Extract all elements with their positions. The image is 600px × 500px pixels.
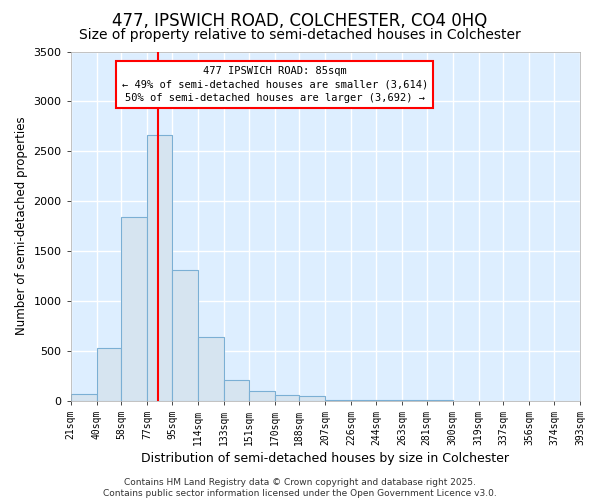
Text: 477 IPSWICH ROAD: 85sqm
← 49% of semi-detached houses are smaller (3,614)
50% of: 477 IPSWICH ROAD: 85sqm ← 49% of semi-de… <box>122 66 428 103</box>
Bar <box>148 136 172 401</box>
Bar <box>198 338 224 401</box>
Text: Size of property relative to semi-detached houses in Colchester: Size of property relative to semi-detach… <box>79 28 521 42</box>
X-axis label: Distribution of semi-detached houses by size in Colchester: Distribution of semi-detached houses by … <box>142 452 509 465</box>
Bar <box>71 394 97 401</box>
Bar <box>248 391 275 401</box>
Bar <box>224 380 248 401</box>
Bar <box>172 270 198 401</box>
Bar <box>121 217 148 401</box>
Text: 477, IPSWICH ROAD, COLCHESTER, CO4 0HQ: 477, IPSWICH ROAD, COLCHESTER, CO4 0HQ <box>112 12 488 30</box>
Bar <box>97 348 121 401</box>
Bar <box>299 396 325 401</box>
Bar <box>275 396 299 401</box>
Text: Contains HM Land Registry data © Crown copyright and database right 2025.
Contai: Contains HM Land Registry data © Crown c… <box>103 478 497 498</box>
Y-axis label: Number of semi-detached properties: Number of semi-detached properties <box>15 117 28 336</box>
